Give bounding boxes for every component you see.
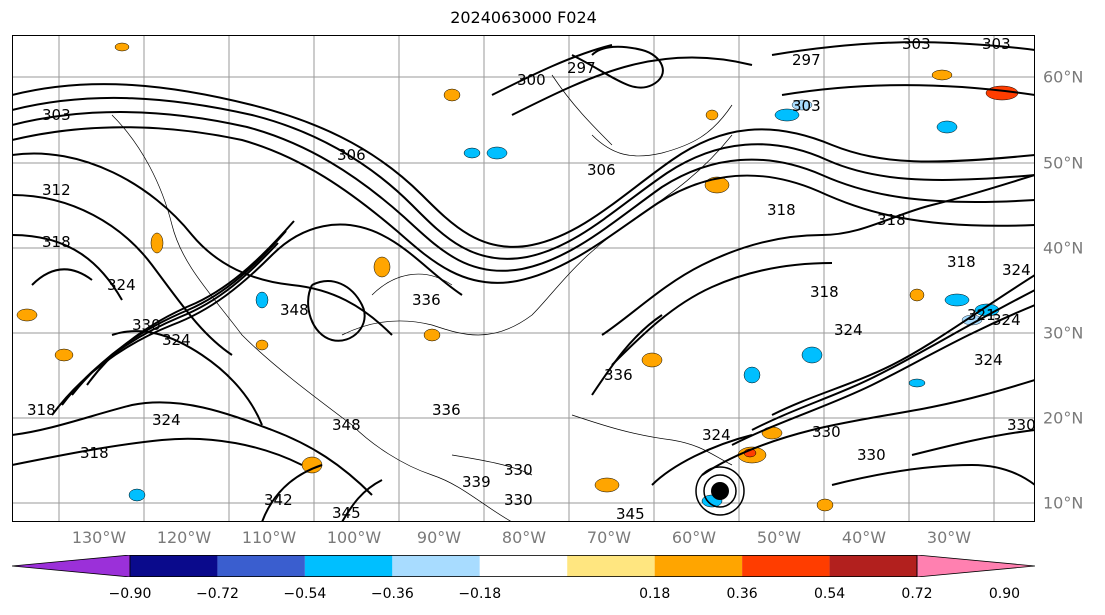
- contour-label: 324: [974, 351, 1003, 369]
- colorbar-segment: [654, 555, 743, 577]
- colorbar-tick-label: 0.72: [901, 586, 933, 602]
- shading-blue: [128, 108, 1000, 508]
- lon-label-130w: 130°W: [71, 528, 127, 547]
- colorbar-tick-label: 0.90: [988, 586, 1021, 602]
- lon-label-30w: 30°W: [926, 528, 972, 547]
- colorbar-segment: [742, 555, 830, 577]
- contour-label: 330: [504, 491, 533, 509]
- contour-label: 348: [332, 416, 361, 434]
- contour-label: 345: [332, 504, 361, 522]
- contour-label: 324: [834, 321, 863, 339]
- colorbar-segment: [829, 555, 917, 577]
- graticule: [12, 35, 1035, 522]
- contour-label: 321: [967, 306, 996, 324]
- colorbar-segment: [392, 555, 480, 577]
- contour-label: 297: [792, 51, 821, 69]
- contour-label: 303: [792, 97, 821, 115]
- colorbar-tick-label: 0.36: [726, 586, 758, 602]
- contour-label: 336: [432, 401, 461, 419]
- contour-label: 300: [517, 71, 546, 89]
- colorbar-tick-label: −0.90: [108, 586, 152, 602]
- contour-label: 330: [857, 446, 886, 464]
- colorbar-extend-low: [12, 555, 131, 577]
- colorbar-segment: [304, 555, 393, 577]
- contour-label: 303: [902, 35, 931, 53]
- lon-label-100w: 100°W: [326, 528, 382, 547]
- colorbar-segment: [567, 555, 655, 577]
- shading-lightblue: [791, 99, 983, 326]
- contour-label: 324: [992, 311, 1021, 329]
- contour-label: 330: [504, 461, 533, 479]
- contour-label: 297: [567, 59, 596, 77]
- lat-label-60n: 60°N: [1043, 67, 1084, 87]
- colorbar-tick-label: 0.18: [639, 586, 671, 602]
- contour-label: 342: [264, 491, 293, 509]
- contour-label: 336: [412, 291, 441, 309]
- storm-center-marker: [711, 482, 729, 500]
- lon-label-70w: 70°W: [586, 528, 632, 547]
- colorbar-tick-label: −0.72: [195, 586, 239, 602]
- contour-label: 318: [767, 201, 796, 219]
- contour-label: 303: [42, 106, 71, 124]
- lon-label-50w: 50°W: [756, 528, 802, 547]
- colorbar-segment: [130, 555, 218, 577]
- contour-label: 318: [947, 253, 976, 271]
- lat-label-40n: 40°N: [1043, 238, 1084, 258]
- contour-label: 324: [152, 411, 181, 429]
- contour-label: 324: [1002, 261, 1031, 279]
- lon-label-40w: 40°W: [841, 528, 887, 547]
- lon-label-120w: 120°W: [156, 528, 212, 547]
- contour-label: 318: [877, 211, 906, 229]
- contour-label: 318: [42, 233, 71, 251]
- colorbar-segment: [479, 555, 568, 577]
- lat-label-20n: 20°N: [1043, 408, 1084, 428]
- contour-label: 330: [812, 423, 841, 441]
- lat-label-50n: 50°N: [1043, 153, 1084, 173]
- contour-label: 306: [337, 146, 366, 164]
- contour-labels: 303 303 297 297 300 303 306 306 303 312 …: [27, 35, 1035, 522]
- contour-label: 345: [616, 505, 645, 522]
- map-canvas: 303 303 297 297 300 303 306 306 303 312 …: [12, 35, 1035, 522]
- contour-label: 324: [162, 331, 191, 349]
- map-title: 2024063000 F024: [450, 8, 597, 27]
- contour-label: 330: [1007, 416, 1035, 434]
- contour-label: 324: [107, 276, 136, 294]
- lon-label-110w: 110°W: [241, 528, 297, 547]
- colorbar-tick-label: −0.54: [283, 586, 327, 602]
- contour-label: 330: [132, 316, 161, 334]
- colorbar-tick-label: −0.36: [370, 586, 414, 602]
- contour-label: 318: [80, 444, 109, 462]
- contour-label: 318: [27, 401, 56, 419]
- lon-label-60w: 60°W: [671, 528, 717, 547]
- contour-label: 306: [587, 161, 616, 179]
- lat-label-30n: 30°N: [1043, 323, 1084, 343]
- map-panel: 303 303 297 297 300 303 306 306 303 312 …: [12, 35, 1035, 522]
- colorbar: [12, 555, 1035, 577]
- contour-label: 318: [810, 283, 839, 301]
- colorbar-tick-label: 0.54: [813, 586, 846, 602]
- contour-label: 339: [462, 473, 491, 491]
- colorbar-segment: [217, 555, 305, 577]
- shading-orange: [16, 42, 953, 512]
- lon-label-90w: 90°W: [416, 528, 462, 547]
- contour-label: 303: [982, 35, 1011, 53]
- colorbar-tick-label: −0.18: [458, 586, 502, 602]
- lon-label-80w: 80°W: [501, 528, 547, 547]
- contour-label: 324: [702, 426, 731, 444]
- colorbar-segments: [12, 555, 1035, 577]
- contour-label: 312: [42, 181, 71, 199]
- contour-label: 336: [604, 366, 633, 384]
- colorbar-extend-high: [916, 555, 1035, 577]
- theta-contours: [12, 41, 1035, 522]
- lat-label-10n: 10°N: [1043, 493, 1084, 513]
- contour-label: 348: [280, 301, 309, 319]
